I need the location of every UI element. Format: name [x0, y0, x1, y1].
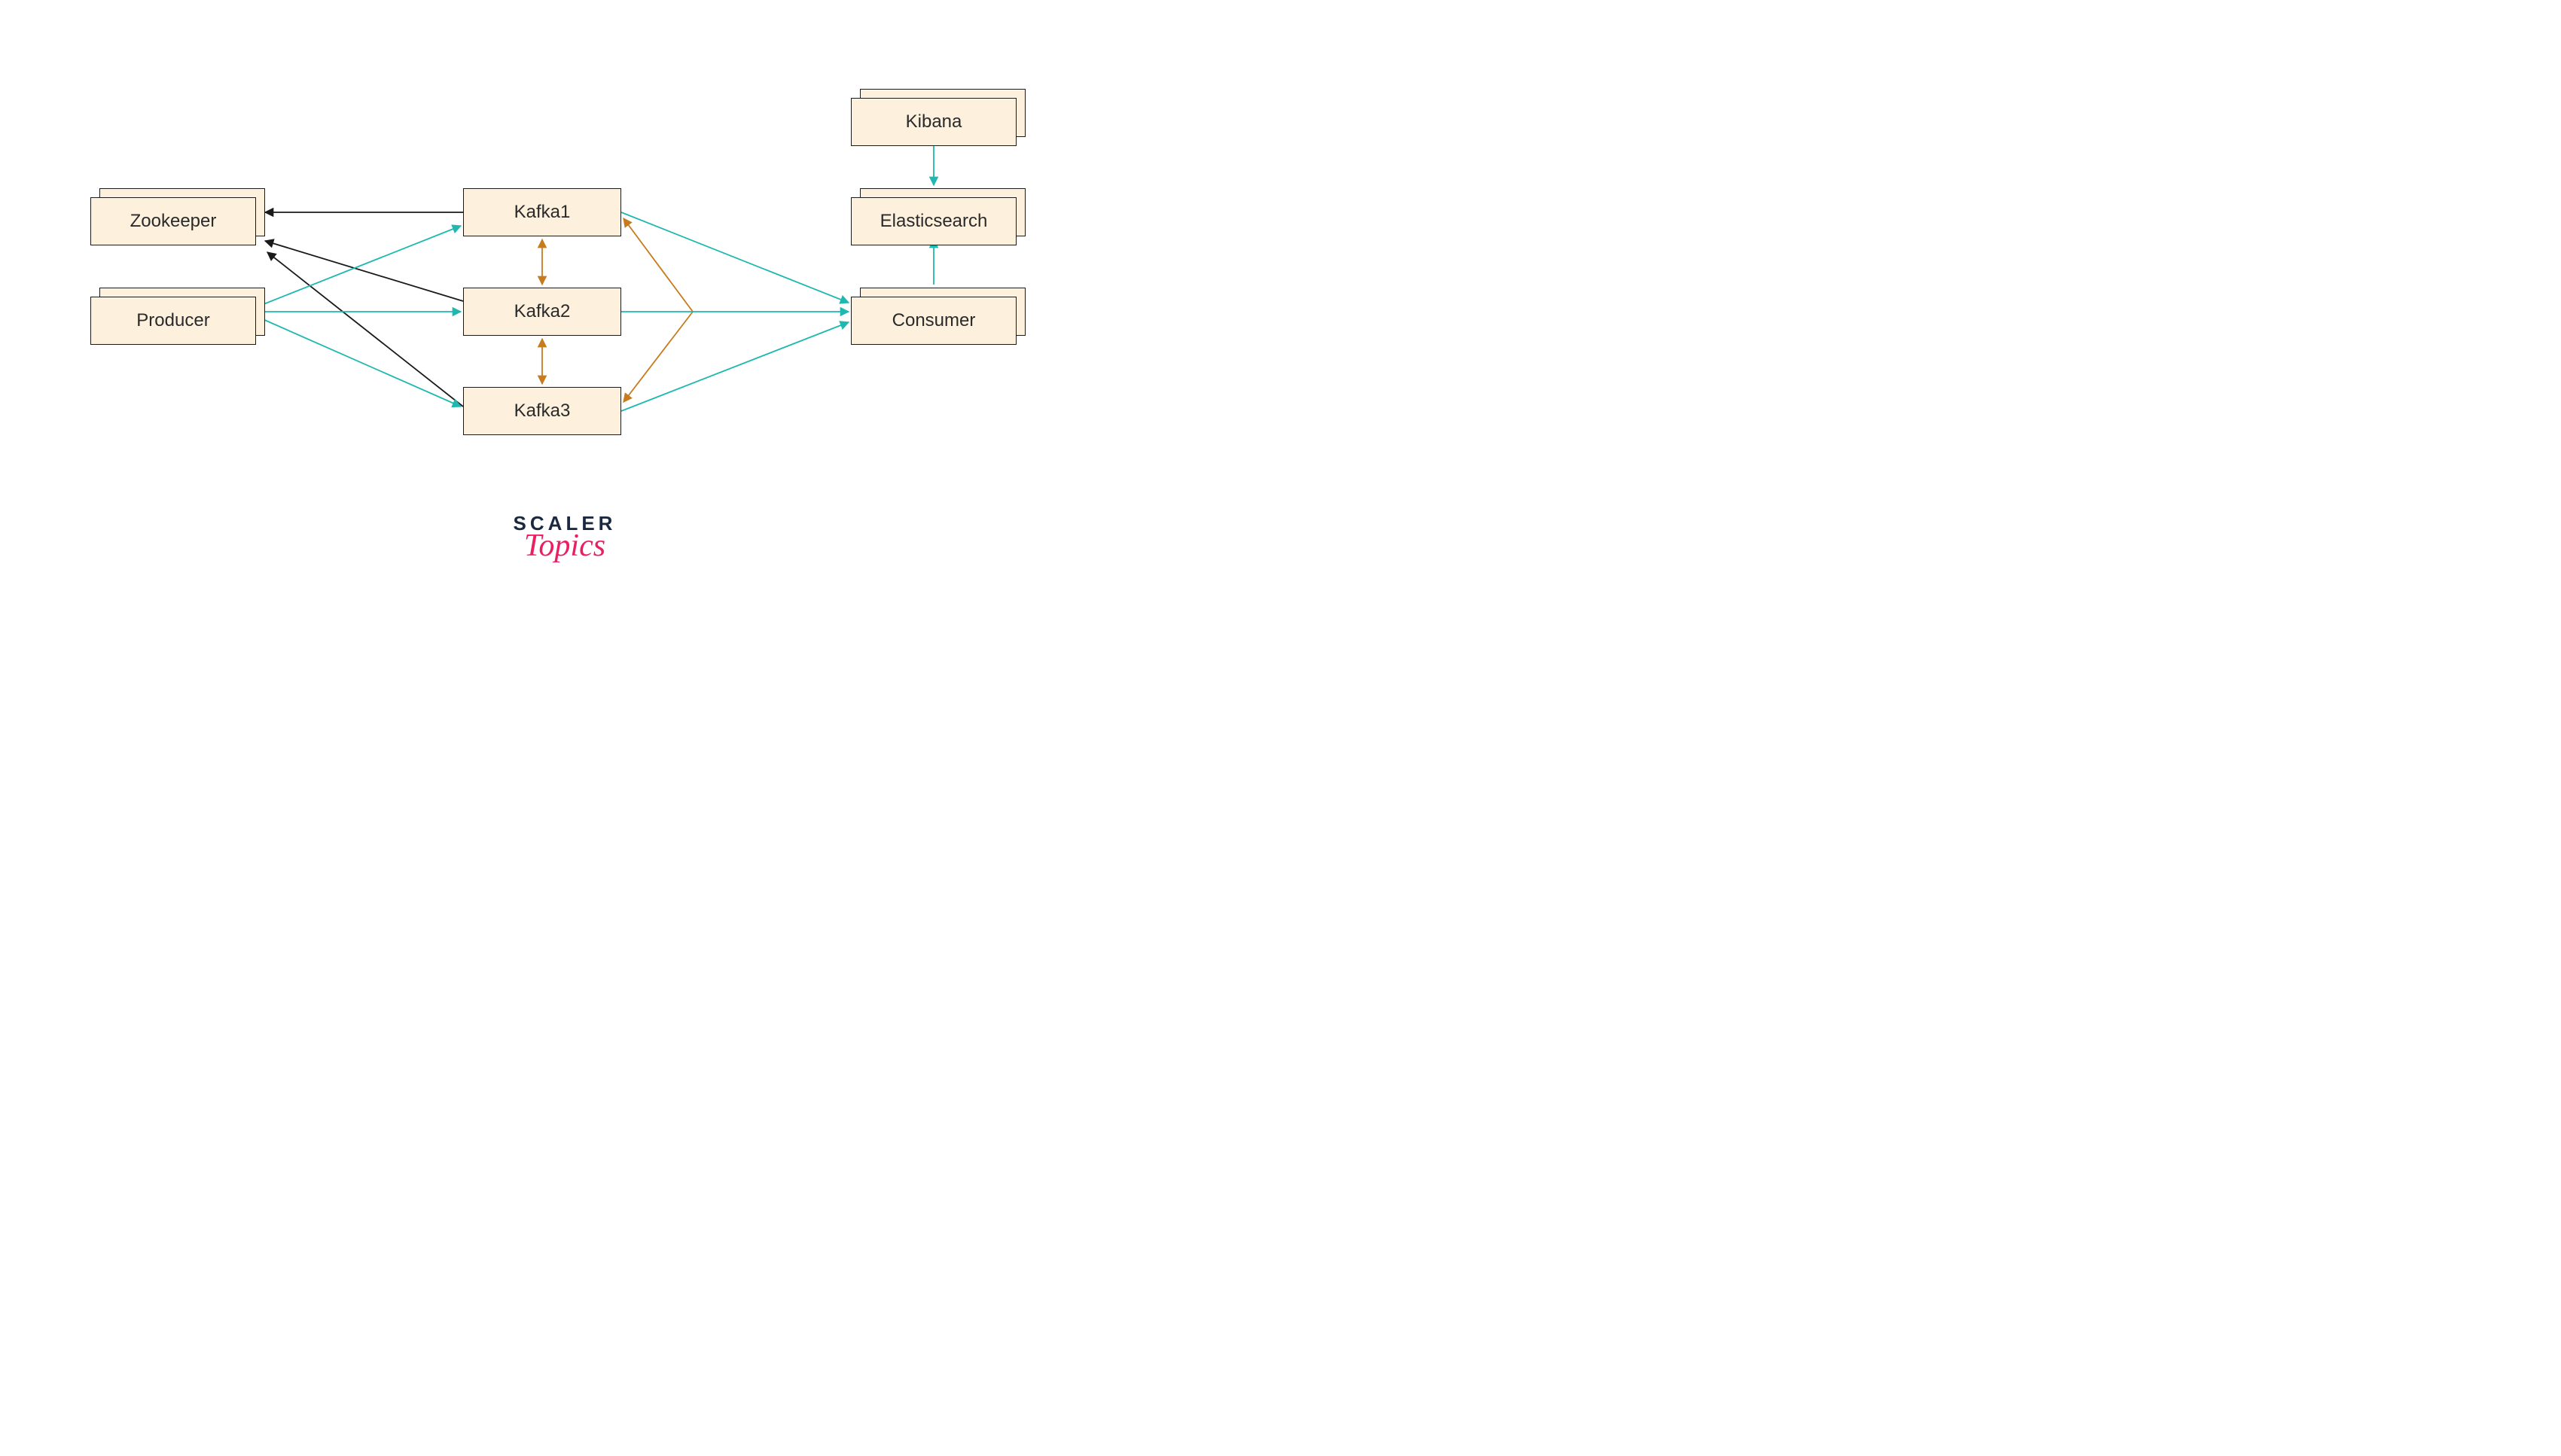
edge-producer-kafka3 [256, 316, 461, 407]
node-kibana-box: Kibana [851, 98, 1017, 146]
kafka-architecture-diagram: Zookeeper Producer Kafka1 Kafka2 Kafka3 Kiban… [0, 0, 1130, 643]
node-elasticsearch: Elasticsearch [851, 188, 1026, 245]
node-zookeeper: Zookeeper [90, 188, 265, 245]
node-consumer: Consumer [851, 288, 1026, 345]
edge-kafka3-zookeeper [267, 252, 463, 407]
node-kafka3: Kafka3 [463, 387, 621, 435]
edge-producer-kafka1 [256, 226, 461, 307]
node-kafka2-box: Kafka2 [463, 288, 621, 336]
edge-kafka3-consumer [621, 322, 849, 411]
node-kafka1: Kafka1 [463, 188, 621, 236]
edge-kafka2-zookeeper [265, 241, 463, 301]
logo-text-topics: Topics [514, 528, 617, 564]
node-producer: Producer [90, 288, 265, 345]
edge-kafka1-consumer [621, 212, 849, 303]
node-kafka3-box: Kafka3 [463, 387, 621, 435]
node-kibana: Kibana [851, 89, 1026, 146]
node-zookeeper-box: Zookeeper [90, 197, 256, 245]
node-kafka2: Kafka2 [463, 288, 621, 336]
node-kafka1-box: Kafka1 [463, 188, 621, 236]
edge-kafka1-kafka3 [623, 218, 693, 402]
node-producer-box: Producer [90, 297, 256, 345]
scaler-topics-logo: SCALER Topics [514, 512, 617, 564]
node-elasticsearch-box: Elasticsearch [851, 197, 1017, 245]
node-consumer-box: Consumer [851, 297, 1017, 345]
